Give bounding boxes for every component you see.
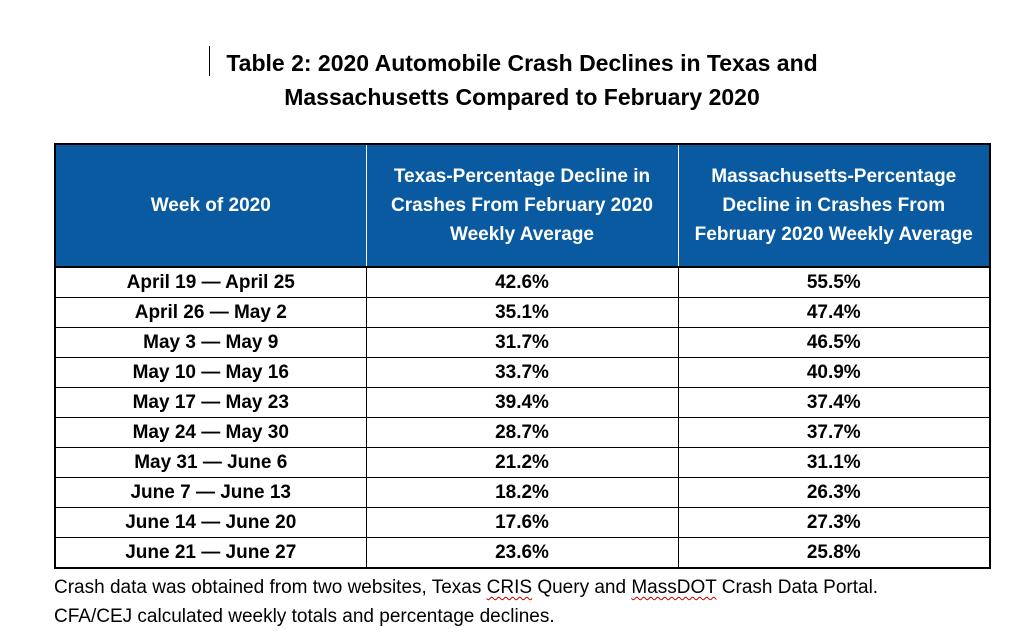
table-row: May 10 — May 16 33.7% 40.9% bbox=[54, 357, 991, 388]
massachusetts-cell: 27.3% bbox=[677, 507, 991, 538]
source-footnote: Crash data was obtained from two website… bbox=[54, 573, 1014, 631]
table-row: June 21 — June 27 23.6% 25.8% bbox=[54, 537, 991, 569]
week-cell: May 24 — May 30 bbox=[54, 417, 367, 448]
table-row: May 24 — May 30 28.7% 37.7% bbox=[54, 417, 991, 448]
texas-cell: 28.7% bbox=[365, 417, 679, 448]
texas-cell: 31.7% bbox=[365, 327, 679, 358]
header-week: Week of 2020 bbox=[54, 143, 367, 268]
crash-decline-table: Week of 2020 Texas-Percentage Decline in… bbox=[54, 143, 991, 569]
texas-cell: 17.6% bbox=[365, 507, 679, 538]
week-cell: April 19 — April 25 bbox=[54, 266, 367, 298]
week-cell: May 3 — May 9 bbox=[54, 327, 367, 358]
table-row: May 31 — June 6 21.2% 31.1% bbox=[54, 447, 991, 478]
texas-cell: 21.2% bbox=[365, 447, 679, 478]
texas-cell: 18.2% bbox=[365, 477, 679, 508]
table-row: May 17 — May 23 39.4% 37.4% bbox=[54, 387, 991, 418]
table-row: June 7 — June 13 18.2% 26.3% bbox=[54, 477, 991, 508]
texas-cell: 42.6% bbox=[365, 266, 679, 298]
week-cell: May 10 — May 16 bbox=[54, 357, 367, 388]
texas-cell: 23.6% bbox=[365, 537, 679, 569]
week-cell: May 17 — May 23 bbox=[54, 387, 367, 418]
massachusetts-cell: 46.5% bbox=[677, 327, 991, 358]
massachusetts-cell: 31.1% bbox=[677, 447, 991, 478]
table-title: Table 2: 2020 Automobile Crash Declines … bbox=[0, 46, 1034, 114]
massachusetts-cell: 37.7% bbox=[677, 417, 991, 448]
footnote-text: Crash data was obtained from two website… bbox=[54, 577, 487, 598]
massachusetts-cell: 26.3% bbox=[677, 477, 991, 508]
footnote-line-2: CFA/CEJ calculated weekly totals and per… bbox=[54, 606, 555, 627]
massachusetts-cell: 47.4% bbox=[677, 297, 991, 328]
week-cell: June 14 — June 20 bbox=[54, 507, 367, 538]
title-line-1: Table 2: 2020 Automobile Crash Declines … bbox=[226, 50, 818, 76]
week-cell: June 7 — June 13 bbox=[54, 477, 367, 508]
footnote-text: Crash Data Portal. bbox=[716, 577, 879, 598]
texas-cell: 39.4% bbox=[365, 387, 679, 418]
week-cell: May 31 — June 6 bbox=[54, 447, 367, 478]
texas-cell: 33.7% bbox=[365, 357, 679, 388]
table-row: June 14 — June 20 17.6% 27.3% bbox=[54, 507, 991, 538]
text-cursor bbox=[209, 46, 210, 76]
week-cell: April 26 — May 2 bbox=[54, 297, 367, 328]
massachusetts-cell: 25.8% bbox=[677, 537, 991, 569]
massachusetts-cell: 55.5% bbox=[677, 266, 991, 298]
footnote-text: Query and bbox=[532, 577, 632, 598]
massachusetts-cell: 40.9% bbox=[677, 357, 991, 388]
table-row: April 19 — April 25 42.6% 55.5% bbox=[54, 266, 991, 298]
header-massachusetts: Massachusetts-Percentage Decline in Cras… bbox=[677, 143, 991, 268]
table-row: April 26 — May 2 35.1% 47.4% bbox=[54, 297, 991, 328]
table-row: May 3 — May 9 31.7% 46.5% bbox=[54, 327, 991, 358]
spellcheck-word-cris[interactable]: CRIS bbox=[486, 577, 533, 598]
table-header-row: Week of 2020 Texas-Percentage Decline in… bbox=[54, 143, 991, 268]
header-texas: Texas-Percentage Decline in Crashes From… bbox=[365, 143, 679, 268]
spellcheck-word-massdot[interactable]: MassDOT bbox=[631, 577, 717, 598]
texas-cell: 35.1% bbox=[365, 297, 679, 328]
massachusetts-cell: 37.4% bbox=[677, 387, 991, 418]
title-line-2: Massachusetts Compared to February 2020 bbox=[284, 84, 760, 110]
week-cell: June 21 — June 27 bbox=[54, 537, 367, 569]
